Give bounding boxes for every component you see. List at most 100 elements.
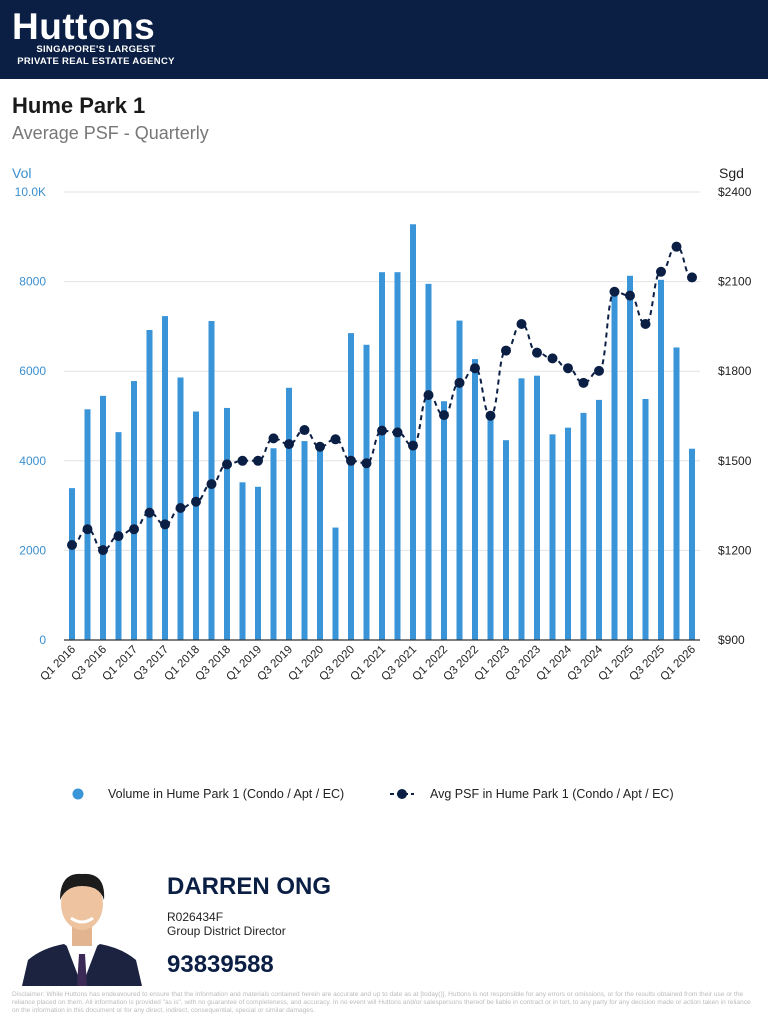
left-tick-label: 10.0K bbox=[15, 185, 46, 199]
psf-point bbox=[454, 377, 465, 388]
volume-bar bbox=[270, 448, 277, 640]
psf-point bbox=[377, 425, 387, 436]
disclaimer: Disclaimer: While Huttons has endeavoure… bbox=[12, 991, 751, 1015]
volume-bar bbox=[518, 378, 525, 640]
psf-point bbox=[671, 241, 682, 252]
left-axis-label: Vol bbox=[12, 165, 31, 181]
psf-point bbox=[501, 345, 511, 356]
volume-bar bbox=[410, 224, 416, 641]
right-tick-label: $1200 bbox=[718, 543, 752, 557]
volume-bar bbox=[487, 415, 494, 640]
left-tick-label: 4000 bbox=[19, 454, 46, 468]
psf-point bbox=[222, 459, 232, 470]
volume-bar bbox=[441, 401, 447, 640]
page-subtitle: Average PSF - Quarterly bbox=[12, 123, 209, 143]
volume-bar bbox=[611, 291, 618, 640]
volume-bar bbox=[162, 316, 168, 640]
right-tick-label: $1500 bbox=[718, 454, 752, 468]
psf-point bbox=[687, 272, 697, 283]
volume-bar bbox=[472, 359, 478, 640]
volume-bar bbox=[317, 446, 323, 640]
legend-psf-label: Avg PSF in Hume Park 1 (Condo / Apt / EC… bbox=[430, 787, 674, 801]
volume-bar bbox=[642, 398, 649, 640]
volume-bar bbox=[425, 283, 432, 640]
right-tick-label: $1800 bbox=[718, 364, 752, 378]
tagline-line-1: SINGAPORE'S LARGEST bbox=[36, 44, 156, 55]
psf-point bbox=[439, 410, 449, 421]
volume-bar bbox=[596, 399, 602, 640]
huttons-logo: Huttons bbox=[12, 6, 156, 47]
legend-psf: Avg PSF in Hume Park 1 (Condo / Apt / EC… bbox=[390, 787, 674, 801]
psf-point bbox=[656, 266, 666, 277]
volume-bar bbox=[394, 272, 401, 640]
volume-bar bbox=[193, 411, 199, 640]
agent-role: Group District Director bbox=[167, 924, 286, 938]
volume-bar bbox=[224, 407, 230, 640]
volume-bar bbox=[379, 272, 385, 640]
right-axis-label: Sgd bbox=[719, 165, 744, 181]
psf-point bbox=[67, 540, 77, 551]
volume-bar bbox=[534, 375, 540, 640]
volume-bar bbox=[580, 412, 587, 640]
psf-point bbox=[423, 390, 434, 401]
psf-point bbox=[160, 519, 170, 530]
psf-point bbox=[206, 479, 217, 490]
legend-bar-marker-icon bbox=[72, 788, 84, 800]
page-title: Hume Park 1 bbox=[12, 93, 146, 118]
psf-point bbox=[532, 347, 542, 358]
psf-point bbox=[268, 433, 279, 444]
agent-phone[interactable]: 93839588 bbox=[167, 951, 274, 978]
psf-point bbox=[129, 524, 139, 535]
psf-point bbox=[609, 286, 620, 297]
volume-bar bbox=[348, 333, 354, 640]
psf-point bbox=[470, 363, 480, 374]
left-tick-label: 2000 bbox=[19, 543, 46, 557]
tagline-line-2: PRIVATE REAL ESTATE AGENCY bbox=[17, 56, 175, 67]
psf-point bbox=[640, 319, 651, 330]
volume-bar bbox=[301, 441, 308, 640]
psf-point bbox=[485, 410, 496, 421]
psf-point bbox=[175, 502, 186, 513]
legend-line-marker-icon bbox=[390, 789, 414, 799]
psf-point bbox=[284, 439, 294, 450]
volume-bar bbox=[255, 486, 261, 640]
volume-bar bbox=[503, 440, 509, 640]
psf-point bbox=[563, 363, 573, 374]
volume-psf-chart: 0 $900 2000 $1200 4000 $1500 6000 $1800 8000 $210… bbox=[12, 165, 752, 683]
psf-point bbox=[299, 425, 310, 436]
volume-bar bbox=[239, 482, 246, 640]
psf-point bbox=[113, 531, 124, 542]
left-tick-label: 0 bbox=[39, 633, 46, 647]
psf-point bbox=[315, 441, 325, 452]
right-tick-label: $2400 bbox=[718, 185, 752, 199]
legend-volume-label: Volume in Hume Park 1 (Condo / Apt / EC) bbox=[108, 787, 345, 801]
header-bar: Huttons SINGAPORE'S LARGEST PRIVATE REAL … bbox=[0, 0, 768, 79]
psf-point bbox=[392, 427, 403, 438]
volume-bar bbox=[673, 347, 680, 640]
agent-details: R026434F Group District Director bbox=[167, 910, 286, 938]
agent-license: R026434F bbox=[167, 910, 224, 924]
left-tick-label: 8000 bbox=[19, 275, 46, 289]
psf-point bbox=[516, 319, 527, 330]
psf-point bbox=[361, 458, 372, 469]
volume-bar bbox=[658, 279, 664, 640]
psf-point bbox=[594, 365, 604, 376]
legend-volume: Volume in Hume Park 1 (Condo / Apt / EC) bbox=[72, 787, 344, 801]
volume-bar bbox=[456, 320, 463, 640]
psf-point bbox=[237, 455, 248, 466]
left-tick-label: 6000 bbox=[19, 364, 46, 378]
psf-point bbox=[547, 353, 558, 364]
right-tick-label: $900 bbox=[718, 633, 745, 647]
psf-point bbox=[82, 524, 93, 535]
volume-bar bbox=[363, 344, 370, 640]
right-tick-label: $2100 bbox=[718, 275, 752, 289]
psf-point bbox=[625, 290, 635, 301]
psf-point bbox=[191, 496, 201, 507]
volume-bar bbox=[100, 395, 106, 640]
psf-point bbox=[346, 455, 356, 466]
volume-bar bbox=[286, 387, 292, 640]
volume-bar bbox=[627, 275, 633, 640]
volume-bar bbox=[689, 448, 695, 640]
psf-point bbox=[144, 507, 155, 518]
volume-bar bbox=[549, 434, 556, 640]
